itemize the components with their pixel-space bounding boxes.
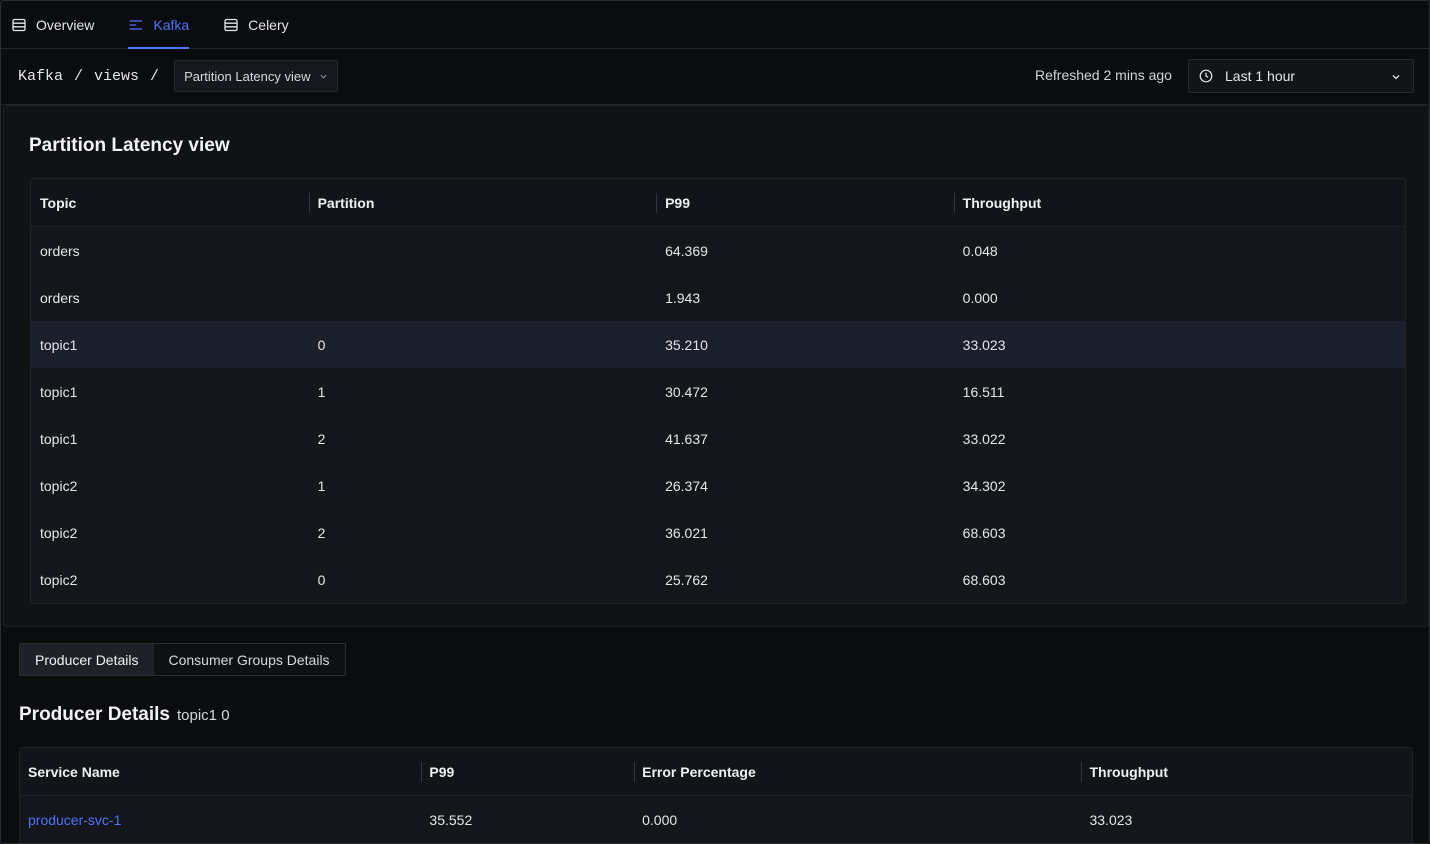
view-select-value: Partition Latency view — [184, 68, 311, 84]
table-row: producer-svc-1 35.552 0.000 33.023 — [20, 796, 1412, 843]
cell-topic: orders — [40, 242, 80, 259]
column-header-p99[interactable]: P99 — [656, 179, 954, 227]
breadcrumb-separator: / — [150, 67, 160, 85]
column-header-error-percentage[interactable]: Error Percentage — [634, 748, 1081, 796]
table-body: producer-svc-1 35.552 0.000 33.023 — [20, 796, 1412, 843]
breadcrumb-bar: Kafka / views / Partition Latency view R… — [1, 49, 1429, 105]
tab-celery[interactable]: Celery — [213, 1, 298, 49]
cell-p99: 26.374 — [665, 477, 708, 494]
cell-topic: topic2 — [40, 571, 78, 588]
cell-p99: 41.637 — [665, 430, 708, 447]
partition-latency-panel: Partition Latency view Topic Partition P… — [3, 105, 1429, 627]
cell-throughput: 0.000 — [962, 289, 998, 306]
cell-topic: orders — [40, 289, 80, 306]
view-select[interactable]: Partition Latency view — [174, 60, 338, 92]
service-name-link[interactable]: producer-svc-1 — [28, 812, 122, 828]
producer-details-table: Service Name P99 Error Percentage Throug… — [19, 747, 1413, 843]
table-header: Service Name P99 Error Percentage Throug… — [20, 748, 1412, 796]
table-header: Topic Partition P99 Throughput — [31, 179, 1405, 227]
breadcrumb: Kafka / views / Partition Latency view — [18, 59, 338, 93]
partition-latency-table: Topic Partition P99 Throughput orders 64.… — [30, 178, 1406, 604]
panel-title: Partition Latency view — [29, 135, 230, 156]
table-row[interactable]: topic1 0 35.210 33.023 — [31, 321, 1405, 368]
table-row[interactable]: topic1 2 41.637 33.022 — [31, 415, 1405, 462]
tab-overview[interactable]: Overview — [1, 1, 104, 49]
chevron-down-icon — [1391, 72, 1401, 82]
producer-details-title: Producer Details — [19, 704, 170, 725]
cell-partition: 0 — [317, 336, 326, 353]
column-header-p99[interactable]: P99 — [421, 748, 634, 796]
breadcrumb-separator: / — [74, 67, 84, 85]
table-row[interactable]: topic1 1 30.472 16.511 — [31, 368, 1405, 415]
cell-partition: 1 — [317, 383, 326, 400]
column-header-service-name[interactable]: Service Name — [28, 763, 120, 780]
refresh-status: Refreshed 2 mins ago — [1035, 67, 1172, 83]
cell-partition: 2 — [317, 524, 326, 541]
cell-throughput: 33.023 — [962, 336, 1006, 353]
cell-partition: 2 — [317, 430, 326, 447]
table-row[interactable]: topic2 0 25.762 68.603 — [31, 556, 1405, 603]
producer-details-subtitle: topic1 0 — [177, 707, 230, 724]
table-row[interactable]: topic2 2 36.021 68.603 — [31, 509, 1405, 556]
cell-topic: topic2 — [40, 524, 78, 541]
table-row[interactable]: orders 64.369 0.048 — [31, 227, 1405, 274]
cell-p99: 1.943 — [665, 289, 701, 306]
detail-tabs: Producer Details Consumer Groups Details — [19, 643, 346, 676]
cell-partition: 0 — [317, 571, 326, 588]
breadcrumb-kafka[interactable]: Kafka — [18, 67, 64, 85]
chevron-down-icon — [319, 72, 328, 81]
tab-consumer-groups-details[interactable]: Consumer Groups Details — [153, 644, 345, 675]
column-header-throughput[interactable]: Throughput — [953, 179, 1405, 227]
lines-icon — [128, 17, 144, 33]
cell-throughput: 33.022 — [962, 430, 1006, 447]
tab-kafka[interactable]: Kafka — [118, 1, 199, 49]
cell-topic: topic1 — [40, 430, 78, 447]
cell-topic: topic1 — [40, 383, 78, 400]
cell-p99: 36.021 — [665, 524, 708, 541]
column-header-partition[interactable]: Partition — [308, 179, 657, 227]
tab-overview-label: Overview — [36, 17, 95, 33]
table-icon — [11, 17, 27, 33]
tab-celery-label: Celery — [248, 17, 289, 33]
cell-throughput: 68.603 — [962, 524, 1006, 541]
table-icon — [223, 17, 239, 33]
clock-icon — [1199, 69, 1213, 83]
cell-error-percentage: 0.000 — [642, 812, 678, 828]
cell-p99: 64.369 — [665, 242, 708, 259]
breadcrumb-views[interactable]: views — [94, 67, 140, 85]
cell-p99: 35.552 — [429, 812, 473, 828]
table-row[interactable]: topic2 1 26.374 34.302 — [31, 462, 1405, 509]
cell-partition: 1 — [317, 477, 326, 494]
column-header-throughput[interactable]: Throughput — [1081, 748, 1412, 796]
cell-p99: 25.762 — [665, 571, 708, 588]
tab-kafka-label: Kafka — [153, 17, 190, 33]
top-nav: Overview Kafka Celery — [1, 1, 1429, 49]
cell-throughput: 33.023 — [1089, 812, 1133, 828]
time-range-value: Last 1 hour — [1225, 68, 1296, 84]
cell-topic: topic2 — [40, 477, 78, 494]
cell-throughput: 16.511 — [962, 383, 1005, 400]
tab-producer-details[interactable]: Producer Details — [20, 644, 154, 675]
cell-throughput: 34.302 — [962, 477, 1006, 494]
cell-throughput: 0.048 — [962, 242, 998, 259]
cell-p99: 30.472 — [665, 383, 708, 400]
table-body: orders 64.369 0.048 orders 1.943 0.000 topic1 0… — [31, 227, 1405, 603]
cell-throughput: 68.603 — [962, 571, 1006, 588]
cell-p99: 35.210 — [665, 336, 708, 353]
cell-topic: topic1 — [40, 336, 78, 353]
time-range-select[interactable]: Last 1 hour — [1188, 59, 1414, 93]
column-header-topic[interactable]: Topic — [40, 194, 77, 211]
table-row[interactable]: orders 1.943 0.000 — [31, 274, 1405, 321]
